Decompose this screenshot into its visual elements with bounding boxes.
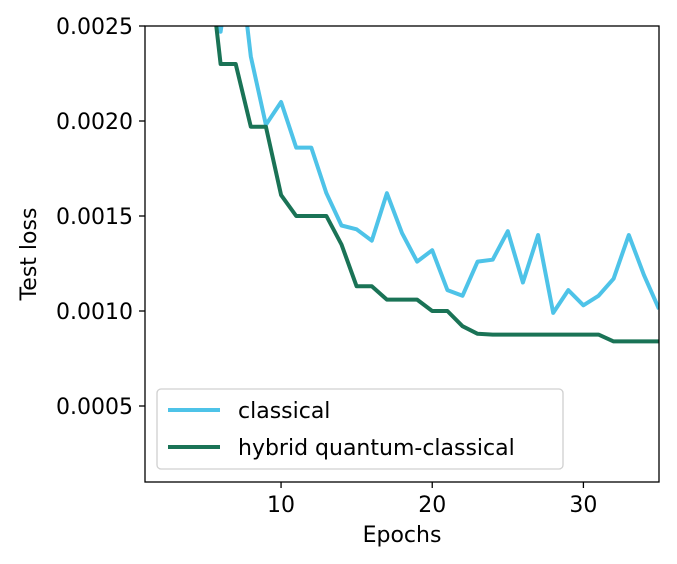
series-line-classical	[218, 26, 659, 315]
x-tick-label: 30	[569, 493, 597, 518]
x-tick-label: 10	[267, 493, 295, 518]
series-layer	[214, 26, 659, 344]
x-axis-ticks: 10 20 30	[267, 482, 597, 518]
y-tick-label: 0.0015	[56, 205, 133, 230]
y-tick-label: 0.0010	[56, 300, 133, 325]
legend-label-classical: classical	[238, 399, 330, 424]
legend: classical hybrid quantum-classical	[156, 388, 564, 470]
y-tick-label: 0.0025	[56, 15, 133, 40]
x-tick-label: 20	[418, 493, 446, 518]
legend-box	[156, 388, 564, 470]
plot-area-frame	[144, 25, 660, 483]
y-tick-label: 0.0005	[56, 395, 133, 420]
legend-label-hybrid: hybrid quantum-classical	[238, 436, 515, 461]
x-axis-label: Epochs	[363, 523, 442, 548]
series-line-hybrid	[214, 26, 659, 344]
y-axis-ticks: 0.0005 0.0010 0.0015 0.0020 0.0025	[56, 15, 145, 420]
y-axis-label: Test loss	[17, 208, 42, 302]
y-tick-label: 0.0020	[56, 110, 133, 135]
